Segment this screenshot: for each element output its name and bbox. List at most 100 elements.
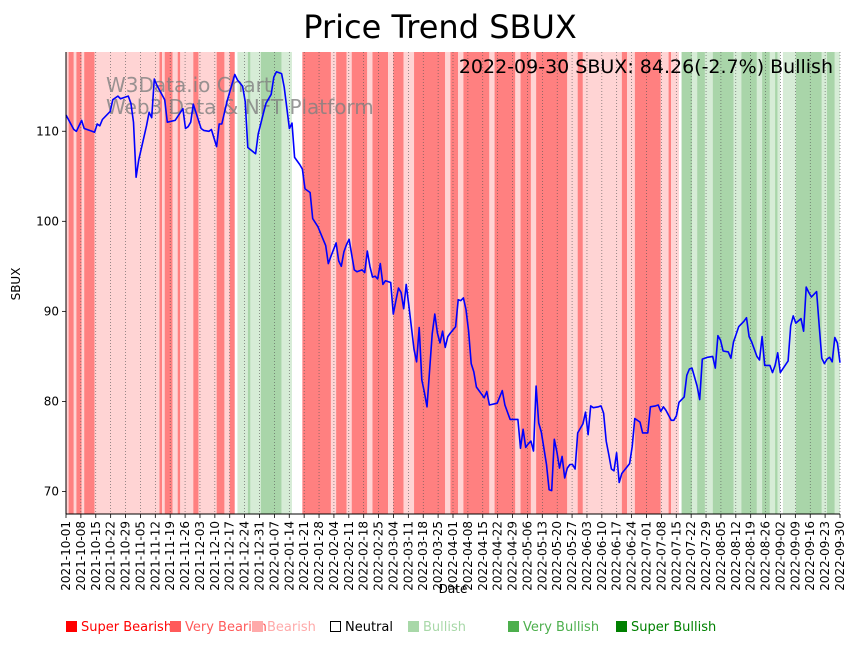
- band-bullish: [250, 52, 261, 514]
- x-tick-label: 2021-12-10: [208, 521, 222, 591]
- x-tick-label: 2021-11-19: [163, 521, 177, 591]
- latest-annotation: 2022-09-30 SBUX: 84.26(-2.7%) Bullish: [459, 56, 833, 78]
- y-tick-label: 100: [36, 214, 59, 228]
- x-tick-label: 2021-10-08: [74, 521, 88, 591]
- band-bullish: [769, 52, 776, 514]
- band-very-bearish: [164, 52, 173, 514]
- band-very-bearish: [634, 52, 661, 514]
- band-very-bullish: [827, 52, 835, 514]
- band-very-bearish: [520, 52, 531, 514]
- band-bearish: [81, 52, 85, 514]
- x-tick-label: 2022-03-04: [386, 521, 400, 591]
- x-ticks: 2021-10-01 2021-10-08 2021-10-15 2021-10-22…: [59, 514, 847, 591]
- x-tick-label: 2022-07-08: [654, 521, 668, 591]
- band-bearish: [330, 52, 337, 514]
- band-neutral: [780, 52, 783, 514]
- legend-swatch: [66, 621, 77, 632]
- x-tick-label: 2022-07-15: [669, 521, 683, 591]
- x-tick-label: 2022-08-19: [744, 521, 758, 591]
- watermark-line-2: Web3 Data & NFT Platform: [106, 95, 374, 119]
- x-tick-label: 2022-06-03: [580, 521, 594, 591]
- band-bearish: [162, 52, 165, 514]
- x-tick-label: 2022-03-11: [401, 521, 415, 591]
- x-tick-label: 2022-02-18: [357, 521, 371, 591]
- band-bearish: [367, 52, 373, 514]
- legend-swatch: [408, 621, 419, 632]
- x-tick-label: 2021-10-29: [119, 521, 133, 591]
- band-bullish: [281, 52, 292, 514]
- legend-label: Neutral: [345, 620, 393, 635]
- band-bearish: [671, 52, 679, 514]
- band-very-bearish: [336, 52, 347, 514]
- y-ticks: 70 80 90 100 110: [36, 124, 66, 498]
- band-very-bullish: [712, 52, 734, 514]
- band-bearish: [530, 52, 537, 514]
- x-tick-label: 2022-09-23: [818, 521, 832, 591]
- band-very-bullish: [247, 52, 251, 514]
- legend-label: Bullish: [423, 620, 467, 635]
- x-tick-label: 2022-02-04: [327, 521, 341, 591]
- x-tick-label: 2022-06-10: [595, 521, 609, 591]
- band-very-bearish: [68, 52, 74, 514]
- band-very-bearish: [668, 52, 672, 514]
- legend-label: Very Bearish: [185, 620, 267, 635]
- x-tick-label: 2021-10-01: [59, 521, 73, 591]
- band-very-bearish: [351, 52, 368, 514]
- band-very-bearish: [577, 52, 583, 514]
- watermark-line-1: W3Data.io Chart: [106, 73, 272, 97]
- band-very-bearish: [193, 52, 199, 514]
- legend-item-super-bearish: Super Bearish: [66, 620, 172, 635]
- band-very-bearish: [450, 52, 459, 514]
- band-bearish: [660, 52, 669, 514]
- x-tick-label: 2022-03-18: [416, 521, 430, 591]
- legend-swatch: [252, 621, 263, 632]
- band-neutral: [678, 52, 682, 514]
- legend-swatch: [508, 621, 519, 632]
- x-tick-label: 2022-07-01: [640, 521, 654, 591]
- y-axis-label: SBUX: [9, 268, 23, 301]
- x-tick-label: 2022-05-06: [520, 521, 534, 591]
- x-tick-label: 2022-05-20: [550, 521, 564, 591]
- band-neutral: [291, 52, 303, 514]
- chart-title: Price Trend SBUX: [303, 8, 577, 46]
- band-bearish: [515, 52, 521, 514]
- x-tick-label: 2022-01-21: [297, 521, 311, 591]
- x-tick-label: 2022-06-17: [610, 521, 624, 591]
- band-bearish: [627, 52, 635, 514]
- band-bullish: [756, 52, 763, 514]
- legend-swatch: [330, 621, 341, 632]
- legend-label: Super Bullish: [631, 620, 717, 635]
- x-tick-label: 2021-12-31: [253, 521, 267, 591]
- x-tick-label: 2022-04-08: [461, 521, 475, 591]
- band-bearish: [66, 52, 69, 514]
- band-very-bearish: [159, 52, 163, 514]
- x-tick-label: 2021-12-17: [223, 521, 237, 591]
- band-bearish: [94, 52, 160, 514]
- band-very-bearish: [76, 52, 82, 514]
- legend-swatch: [616, 621, 627, 632]
- x-tick-label: 2022-05-27: [565, 521, 579, 591]
- x-tick-label: 2022-08-05: [714, 521, 728, 591]
- x-tick-label: 2022-08-12: [729, 521, 743, 591]
- x-axis-label: Date: [439, 582, 468, 596]
- band-bearish: [73, 52, 77, 514]
- legend-item-super-bullish: Super Bullish: [616, 620, 716, 635]
- band-very-bullish: [775, 52, 778, 514]
- legend-swatch: [170, 621, 181, 632]
- band-very-bearish: [84, 52, 95, 514]
- legend-label: Very Bullish: [523, 620, 600, 635]
- x-tick-label: 2022-02-25: [372, 521, 386, 591]
- band-very-bullish: [795, 52, 822, 514]
- x-tick-label: 2022-09-02: [773, 521, 787, 591]
- band-bearish: [224, 52, 230, 514]
- x-gridlines: [65, 52, 841, 514]
- x-tick-label: 2021-10-22: [104, 521, 118, 591]
- x-tick-label: 2021-12-03: [193, 521, 207, 591]
- y-tick-label: 90: [44, 304, 59, 318]
- x-tick-label: 2021-12-24: [238, 521, 252, 591]
- band-very-bullish: [762, 52, 770, 514]
- band-bearish: [172, 52, 178, 514]
- band-bullish: [704, 52, 713, 514]
- x-tick-label: 2022-01-28: [312, 521, 326, 591]
